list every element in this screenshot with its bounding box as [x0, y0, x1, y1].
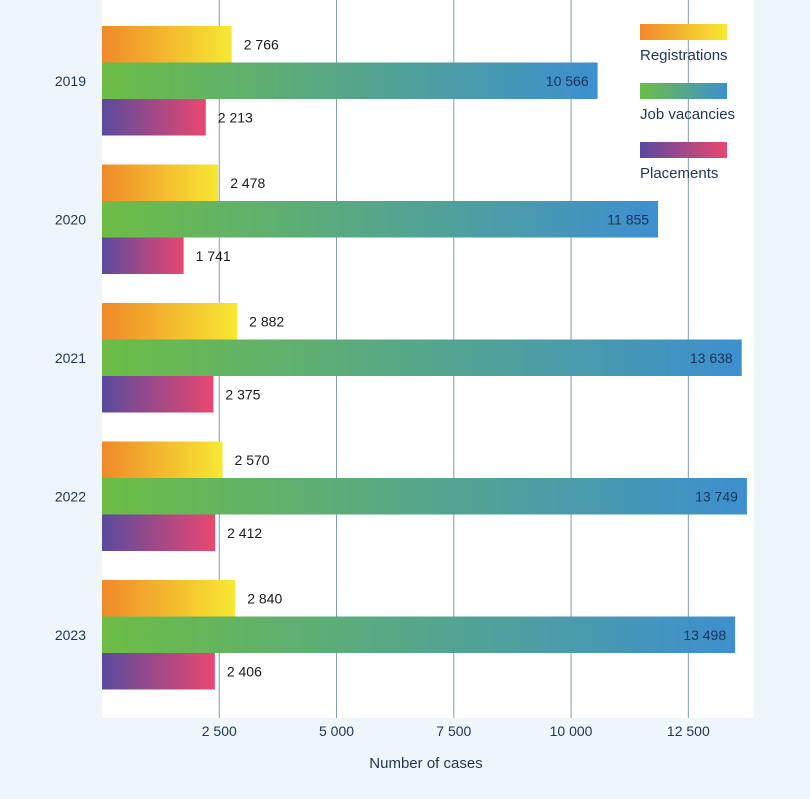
- data-label: 1 741: [196, 248, 231, 264]
- x-tick-label: 2 500: [202, 723, 237, 739]
- category-label: 2020: [55, 211, 86, 227]
- bar-registrations: [102, 303, 238, 340]
- legend-swatch: [640, 142, 727, 158]
- bar-job-vacancies: [102, 616, 736, 653]
- data-label: 2 882: [249, 313, 284, 329]
- bar-job-vacancies: [102, 62, 598, 99]
- bar-job-vacancies: [102, 339, 742, 376]
- data-label: 13 749: [695, 488, 738, 504]
- legend-label: Job vacancies: [640, 106, 735, 123]
- x-tick-label: 10 000: [550, 723, 593, 739]
- data-label: 10 566: [546, 73, 589, 89]
- legend: Registrations Job vacancies Placements: [640, 24, 735, 182]
- data-label: 2 766: [244, 36, 279, 52]
- bar-placements: [102, 653, 215, 690]
- category-label: 2019: [55, 73, 86, 89]
- x-tick-labels: 2 500 5 000 7 500 10 000 12 500: [202, 723, 710, 739]
- data-label: 2 840: [247, 590, 282, 606]
- legend-swatch: [640, 83, 727, 99]
- data-label: 2 412: [227, 525, 262, 541]
- data-label: 2 213: [218, 109, 253, 125]
- data-label: 2 570: [235, 452, 270, 468]
- bar-job-vacancies: [102, 478, 747, 515]
- bar-registrations: [102, 164, 219, 201]
- bar-registrations: [102, 441, 223, 478]
- legend-swatch: [640, 24, 727, 40]
- bars: 2 766 10 566 2 213 2 478 11 855 1 741 2 882 13 …: [102, 26, 747, 690]
- bar-registrations: [102, 580, 236, 617]
- data-label: 13 638: [690, 350, 733, 366]
- x-axis-label: Number of cases: [369, 755, 482, 772]
- data-label: 2 375: [225, 386, 260, 402]
- data-label: 2 406: [227, 663, 262, 679]
- data-label: 11 855: [607, 211, 649, 227]
- bar-registrations: [102, 26, 232, 63]
- data-label: 2 478: [230, 175, 265, 191]
- data-label: 13 498: [683, 627, 726, 643]
- legend-label: Registrations: [640, 47, 728, 64]
- category-label: 2021: [55, 350, 86, 366]
- x-tick-label: 12 500: [667, 723, 710, 739]
- bar-job-vacancies: [102, 201, 659, 238]
- category-label: 2023: [55, 627, 86, 643]
- bar-placements: [102, 376, 214, 413]
- bar-placements: [102, 237, 184, 274]
- legend-label: Placements: [640, 165, 718, 182]
- category-label: 2022: [55, 488, 86, 504]
- bar-placements: [102, 99, 206, 136]
- x-tick-label: 7 500: [436, 723, 471, 739]
- x-tick-label: 5 000: [319, 723, 354, 739]
- bar-placements: [102, 514, 216, 551]
- category-labels: 2019 2020 2021 2022 2023: [55, 73, 86, 643]
